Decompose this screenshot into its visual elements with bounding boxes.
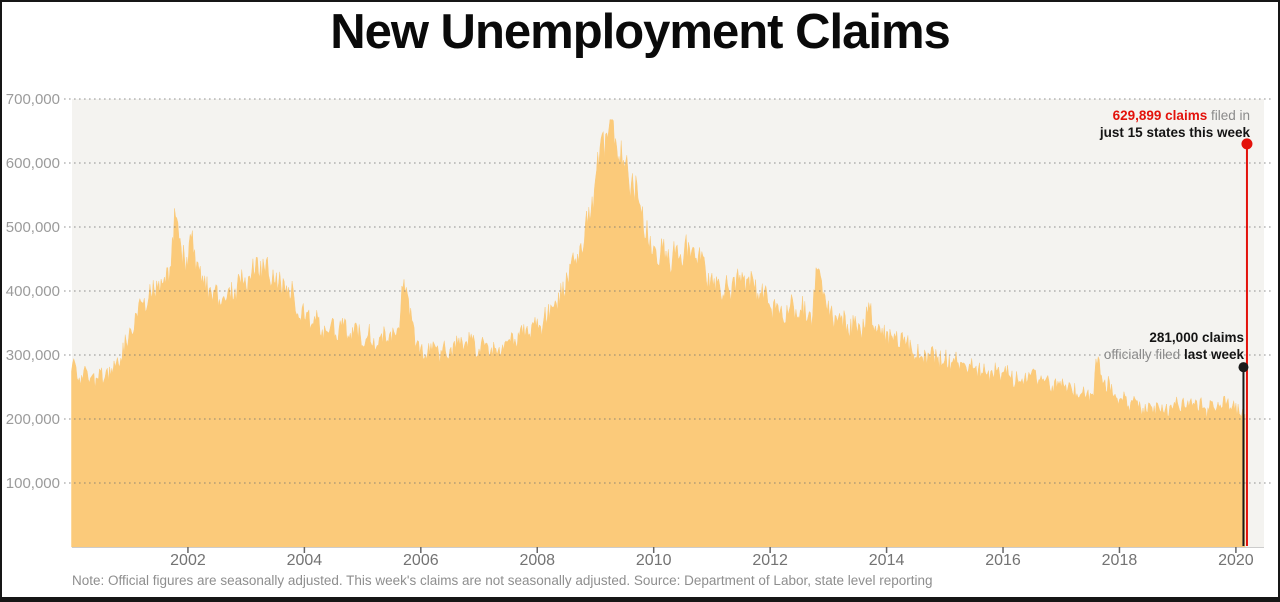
x-axis-tick-label: 2016 xyxy=(985,552,1021,569)
annotation-last-week-line1: 281,000 claims xyxy=(1104,329,1244,346)
y-axis-tick-label: 700,000 xyxy=(5,91,60,108)
x-axis-tick-label: 2014 xyxy=(868,552,905,569)
this-week-line2: just 15 states this week xyxy=(1099,125,1250,140)
y-axis-tick-label: 400,000 xyxy=(5,283,60,300)
x-axis-tick-label: 2020 xyxy=(1218,552,1254,569)
x-axis-tick-label: 2002 xyxy=(170,552,206,569)
x-axis-tick-label: 2004 xyxy=(286,552,323,569)
annotation-last-week-line2: officially filed last week xyxy=(1104,346,1244,363)
annotation-this-week-line2: just 15 states this week xyxy=(1100,124,1250,141)
chart-title: New Unemployment Claims xyxy=(330,5,951,59)
x-axis-tick-label: 2012 xyxy=(752,552,788,569)
this-week-value: 629,899 claims xyxy=(1112,108,1208,123)
claims-area-series xyxy=(71,119,1246,548)
last-week-value: 281,000 claims xyxy=(1149,330,1244,345)
x-axis-tick-label: 2010 xyxy=(635,552,672,569)
y-axis-tick-label: 500,000 xyxy=(5,219,60,236)
y-axis-tick-label: 300,000 xyxy=(5,347,60,364)
last-week-prefix: officially filed xyxy=(1103,347,1184,362)
annotation-this-week-line1: 629,899 claims filed in xyxy=(1100,107,1250,124)
last-week-bold: last week xyxy=(1183,347,1244,362)
note-text: Note: Official figures are seasonally ad… xyxy=(72,573,933,588)
annotation-this-week: 629,899 claims filed in just 15 states t… xyxy=(1100,107,1250,141)
y-axis-tick-label: 100,000 xyxy=(5,475,60,492)
x-axis-tick-label: 2008 xyxy=(519,552,556,569)
x-axis-tick-label: 2018 xyxy=(1101,552,1138,569)
y-axis-tick-label: 200,000 xyxy=(5,411,60,428)
annotation-last-week: 281,000 claims officially filed last wee… xyxy=(1104,329,1244,363)
y-axis-tick-label: 600,000 xyxy=(5,155,60,172)
this-week-point xyxy=(1241,138,1253,150)
this-week-suffix: filed in xyxy=(1207,108,1250,123)
last-week-point xyxy=(1238,362,1249,373)
x-axis-tick-label: 2006 xyxy=(403,552,439,569)
